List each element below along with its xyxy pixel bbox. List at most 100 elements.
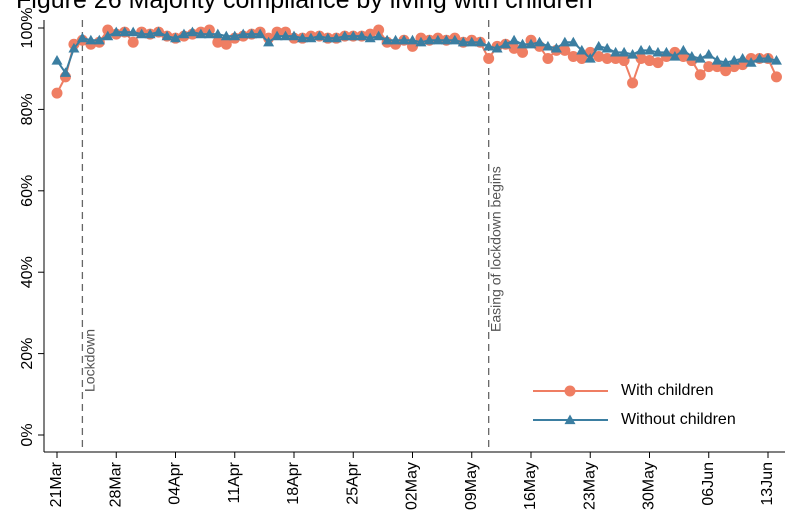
point <box>51 55 63 65</box>
x-tick-label: 28Mar <box>107 461 124 507</box>
point <box>288 30 300 41</box>
point <box>102 30 114 41</box>
y-tick-label: 40% <box>19 256 36 288</box>
x-tick-label: 25Apr <box>344 461 361 504</box>
point <box>508 42 520 54</box>
legend-label: Without children <box>621 411 736 428</box>
point <box>542 40 554 51</box>
point <box>347 30 359 41</box>
point <box>644 55 655 67</box>
point <box>720 65 732 77</box>
point <box>660 46 672 57</box>
point <box>322 32 334 43</box>
point <box>694 69 706 81</box>
y-tick-label: 0% <box>19 423 36 446</box>
point <box>466 36 478 47</box>
point <box>483 53 495 65</box>
point <box>559 36 571 47</box>
y-tick-label: 20% <box>19 338 36 370</box>
y-tick-label: 80% <box>19 93 36 125</box>
point <box>119 26 131 37</box>
point <box>296 32 308 43</box>
point <box>517 38 529 49</box>
point <box>178 28 190 39</box>
point <box>508 34 520 45</box>
x-tick-label: 04Apr <box>167 461 184 504</box>
point <box>203 28 215 39</box>
point <box>677 44 689 55</box>
point <box>576 44 588 55</box>
point <box>127 26 139 37</box>
point <box>144 28 156 39</box>
point <box>51 87 63 99</box>
point <box>186 26 198 37</box>
point <box>694 53 706 63</box>
point <box>220 30 232 41</box>
point <box>373 24 385 36</box>
point <box>745 57 757 67</box>
point <box>313 30 325 41</box>
point <box>517 46 529 58</box>
point <box>330 32 342 43</box>
point <box>644 44 655 55</box>
point <box>635 53 647 65</box>
point <box>212 36 224 48</box>
point <box>652 46 664 57</box>
x-tick-label: 30May <box>641 462 658 510</box>
point <box>59 67 71 77</box>
point <box>170 32 181 43</box>
point <box>601 53 613 65</box>
point <box>254 28 266 39</box>
point <box>440 34 452 45</box>
point <box>762 53 774 63</box>
point <box>500 38 512 49</box>
point <box>652 57 664 69</box>
point <box>686 50 698 61</box>
x-tick-label: 02May <box>404 462 421 510</box>
point <box>102 24 114 36</box>
point <box>263 36 275 47</box>
x-tick-label: 21Mar <box>48 461 65 507</box>
point <box>220 38 232 50</box>
point <box>398 34 410 45</box>
point <box>457 36 469 47</box>
series <box>51 26 782 77</box>
chart-title: Figure 26 Majority compliance by living … <box>16 0 593 14</box>
point <box>373 30 385 41</box>
x-tick-label: 23May <box>581 462 598 510</box>
point <box>390 34 402 45</box>
point <box>449 34 461 45</box>
point <box>711 55 723 65</box>
point <box>635 44 647 55</box>
point <box>703 61 715 73</box>
point <box>474 36 486 47</box>
point <box>720 57 732 67</box>
point <box>703 48 715 59</box>
legend-marker <box>564 385 576 397</box>
x-tick-label: 13Jun <box>759 462 776 506</box>
point <box>669 50 681 61</box>
point <box>432 34 444 45</box>
point <box>533 36 545 47</box>
point <box>567 50 579 62</box>
point <box>153 26 165 37</box>
annotation: Easing of lockdown begins <box>488 166 504 332</box>
point <box>127 36 139 48</box>
point <box>68 42 80 53</box>
point <box>737 53 749 63</box>
point <box>483 40 495 51</box>
point <box>593 40 605 51</box>
point <box>627 48 639 59</box>
point <box>305 32 317 43</box>
point <box>229 30 241 41</box>
point <box>550 42 562 53</box>
point <box>576 53 588 65</box>
point <box>356 30 368 41</box>
x-tick-label: 11Apr <box>226 461 243 503</box>
point <box>339 30 351 41</box>
x-tick-label: 06Jun <box>700 462 717 506</box>
point <box>381 34 393 45</box>
point <box>627 77 639 89</box>
point <box>85 34 97 45</box>
